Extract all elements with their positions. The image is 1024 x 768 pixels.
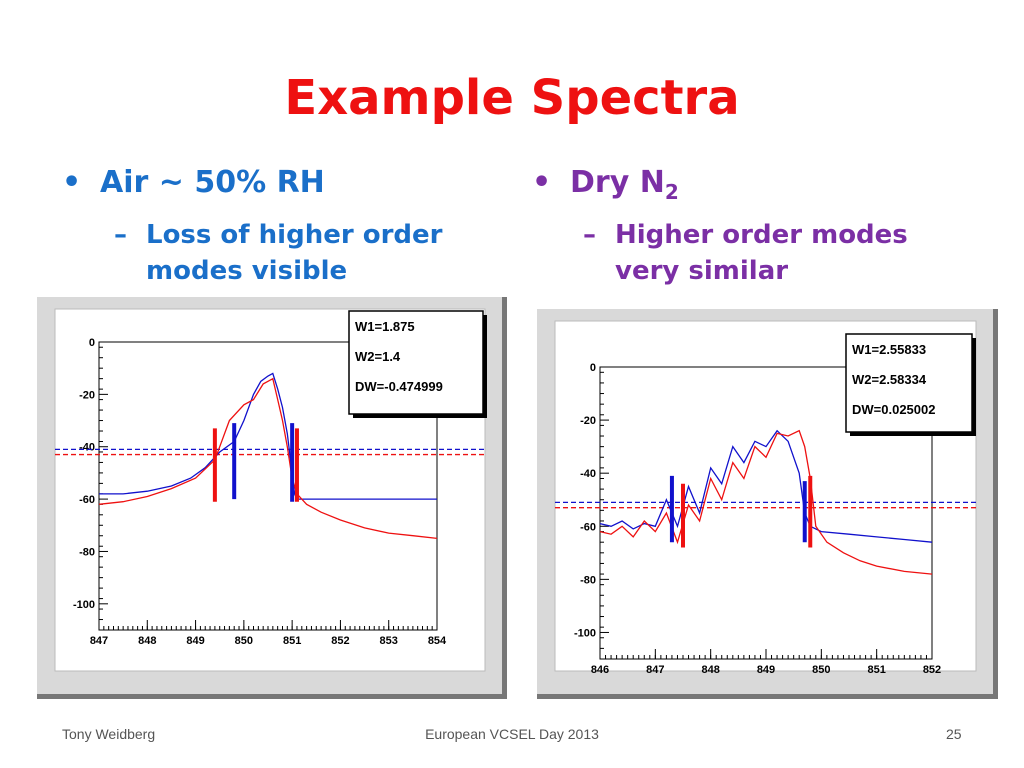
canvas-shadow-bottom [37,694,507,699]
sub-dash: – [114,220,127,250]
x-tick-label: 853 [380,635,398,647]
y-tick-label: -80 [580,574,596,586]
y-tick-label: -60 [580,521,596,533]
canvas-shadow-right [502,297,507,699]
left-subpoint: – Loss of higher order modes visible [114,217,443,289]
x-tick-label: 846 [591,664,609,676]
x-tick-label: 852 [923,664,941,676]
y-tick-label: -20 [79,389,95,401]
right-heading-subscript: 2 [664,180,679,204]
stats-line: DW=0.025002 [852,402,935,417]
y-tick-label: -60 [79,494,95,506]
x-tick-label: 847 [90,635,108,647]
x-tick-label: 847 [646,664,664,676]
stats-line: W2=2.58334 [852,372,927,387]
footer-event: European VCSEL Day 2013 [425,726,599,742]
right-subpoint: – Higher order modes very similar [583,217,908,289]
left-heading-text: Air ~ 50% RH [100,165,325,200]
right-heading: • Dry N2 [532,165,679,204]
stats-box [348,310,484,415]
sub-dash: – [583,220,596,250]
red-spectrum-line [599,429,933,575]
x-tick-label: 848 [138,635,156,647]
bullet-dot: • [532,165,552,200]
canvas-shadow-bottom [537,694,998,699]
right-sub-line2: very similar [615,256,789,286]
footer-page-number: 25 [946,726,962,742]
right-heading-text: Dry N [570,165,665,200]
x-tick-label: 850 [235,635,253,647]
x-tick-label: 851 [867,664,885,676]
bullet-dot: • [62,165,82,200]
slide-title: Example Spectra [284,70,740,126]
stats-line: W2=1.4 [355,349,401,364]
y-tick-label: -80 [79,546,95,558]
y-tick-label: 0 [590,362,596,374]
plot-dry-n2: 0 -20 -40 -60 -80 -100 846 847 848 849 850 851 852 W1… [537,309,998,699]
stats-line: DW=-0.474999 [355,379,443,394]
x-tick-label: 854 [428,635,447,647]
y-tick-label: -40 [580,468,596,480]
canvas-shadow-right [993,309,998,699]
left-sub-line1: Loss of higher order [146,220,443,250]
red-spectrum-line [98,377,438,540]
x-tick-label: 852 [331,635,349,647]
spectrum-chart-air: 0 -20 -40 -60 -80 -100 847 848 849 850 851 852 853 85… [37,297,507,699]
footer-author: Tony Weidberg [62,726,156,742]
y-tick-label: -100 [574,627,596,639]
left-sub-line2: modes visible [146,256,348,286]
x-tick-label: 851 [283,635,301,647]
stats-box [845,333,973,433]
y-tick-label: -100 [73,599,95,611]
stats-line: W1=1.875 [355,319,415,334]
y-tick-label: -40 [79,442,95,454]
x-tick-label: 849 [186,635,204,647]
left-heading: • Air ~ 50% RH [62,165,325,200]
y-tick-label: 0 [89,337,95,349]
plot-air: 0 -20 -40 -60 -80 -100 847 848 849 850 851 852 853 85… [37,297,507,699]
spectrum-chart-dry-n2: 0 -20 -40 -60 -80 -100 846 847 848 849 850 851 852 W1… [537,309,998,699]
x-tick-label: 850 [812,664,830,676]
x-tick-label: 848 [701,664,719,676]
stats-line: W1=2.55833 [852,342,926,357]
y-tick-label: -20 [580,415,596,427]
x-tick-label: 849 [757,664,775,676]
right-sub-line1: Higher order modes [615,220,908,250]
